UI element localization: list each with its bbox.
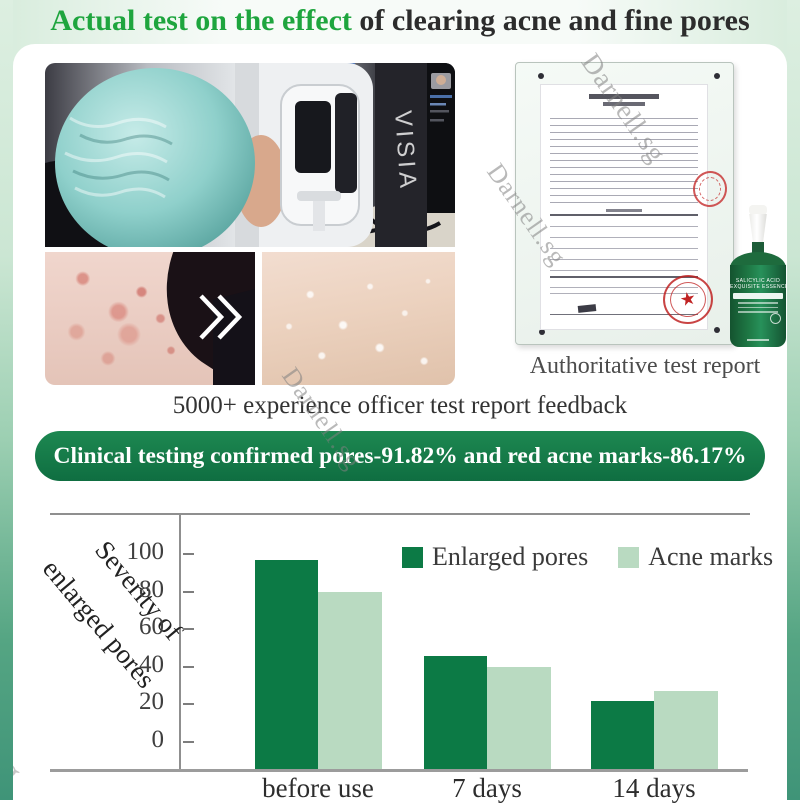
bottle-label-line2: EXQUISITE ESSENCE	[730, 284, 786, 290]
legend-swatch-dark-green	[402, 546, 423, 568]
left-edge-band	[0, 0, 13, 800]
y-tick-mark-0	[183, 741, 194, 743]
report-caption: Authoritative test report	[529, 353, 761, 379]
y-tick-label-0: 0	[151, 726, 165, 753]
frame-screw	[538, 73, 544, 79]
frame-screw	[539, 329, 545, 335]
bottle-neck	[752, 242, 764, 254]
y-tick-mark-20	[183, 703, 194, 706]
machine-window	[295, 101, 331, 173]
bar-7-days-acne-marks	[487, 667, 551, 769]
title-rest: of clearing acne and fine pores	[351, 4, 750, 37]
legend-item-acne-marks: Acne marks	[618, 542, 773, 572]
legend-item-enlarged-pores: Enlarged pores	[402, 542, 588, 572]
report-heading-line	[589, 94, 659, 99]
legend-swatch-light-green	[618, 546, 640, 568]
bottle-shoulder	[730, 252, 786, 268]
report-text-lines	[550, 282, 698, 295]
banner-text: Clinical testing confirmed pores-91.82% …	[53, 442, 747, 469]
clinical-result-banner: Clinical testing confirmed pores-91.82% …	[35, 431, 765, 481]
chart-x-axis	[50, 769, 748, 772]
bottle-footer-text	[747, 339, 769, 341]
y-tick-label-80: 80	[139, 575, 164, 603]
test-report-frame: ★	[515, 62, 734, 345]
double-chevron-right-icon	[199, 294, 243, 340]
y-tick-label-20: 20	[139, 688, 164, 716]
frame-screw	[714, 73, 720, 79]
feedback-caption: 5000+ experience officer test report fee…	[172, 392, 628, 419]
y-tick-label-60: 60	[139, 613, 164, 641]
skin-before-photo	[45, 252, 255, 385]
bar-before-use-acne-marks	[318, 592, 382, 769]
bottle-label: SALICYLIC ACID EXQUISITE ESSENCE	[730, 278, 786, 313]
bar-14-days-enlarged-pores	[591, 701, 654, 769]
machine-side-panel	[375, 63, 427, 247]
bar-before-use-enlarged-pores	[255, 560, 318, 769]
monitor-face-thumbnail	[436, 75, 446, 85]
page-title: Actual test on the effect of clearing ac…	[0, 4, 800, 38]
y-tick-mark-100	[183, 553, 194, 555]
report-text-lines	[550, 112, 698, 204]
machine-photo-illustration: VISIA	[45, 63, 455, 247]
hair-cap	[55, 68, 255, 247]
chart-legend: Enlarged pores Acne marks	[402, 542, 773, 572]
bottle-body: SALICYLIC ACID EXQUISITE ESSENCE	[730, 265, 786, 347]
chart-top-border	[50, 513, 750, 515]
dropper-bulb	[749, 205, 767, 215]
bar-14-days-acne-marks	[654, 691, 718, 769]
report-signature-line	[550, 302, 698, 315]
chin-rest	[297, 191, 341, 201]
bottle-label-band	[733, 293, 783, 299]
frame-screw	[714, 327, 720, 333]
skin-analysis-machine-photo: VISIA	[45, 63, 455, 247]
x-tick-label-before-use: before use	[262, 773, 374, 803]
chart-y-axis	[179, 513, 181, 770]
dropper-cap	[749, 214, 767, 244]
report-table	[550, 214, 698, 278]
right-edge-band	[787, 0, 800, 800]
machine-brand-label: VISIA	[389, 110, 422, 193]
x-tick-label-14-days: 14 days	[612, 773, 696, 803]
y-tick-mark-40	[183, 665, 194, 668]
title-highlight: Actual test on the effect	[50, 4, 352, 37]
x-tick-label-7-days: 7 days	[452, 773, 522, 803]
y-tick-mark-60	[183, 628, 194, 631]
bottle-label-line1: SALICYLIC ACID	[735, 278, 781, 284]
y-tick-label-40: 40	[139, 650, 164, 678]
serum-bottle: SALICYLIC ACID EXQUISITE ESSENCE	[722, 205, 794, 351]
skin-after-photo	[262, 252, 455, 385]
bottle-badge-icon	[770, 313, 781, 324]
bar-7-days-enlarged-pores	[424, 656, 487, 769]
y-tick-label-100: 100	[126, 538, 165, 565]
report-subheading-line	[603, 102, 645, 106]
y-tick-mark-80	[183, 590, 194, 593]
report-table-title	[606, 209, 642, 212]
